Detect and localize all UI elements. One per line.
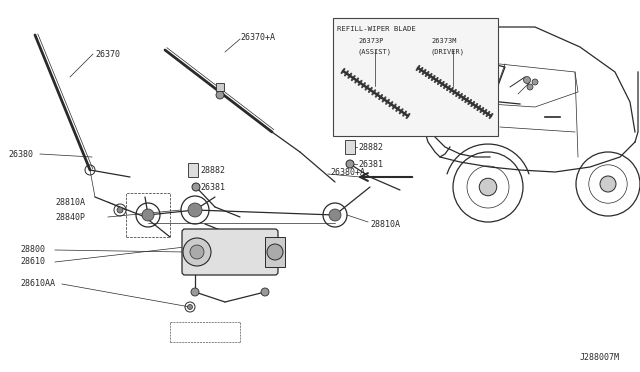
Text: 26381: 26381 xyxy=(358,160,383,169)
Text: 28610: 28610 xyxy=(20,257,45,266)
Bar xyxy=(425,120,447,132)
Text: J288007M: J288007M xyxy=(580,353,620,362)
Circle shape xyxy=(527,84,533,90)
Bar xyxy=(333,18,498,136)
Circle shape xyxy=(267,244,283,260)
Bar xyxy=(345,140,355,154)
Text: 28800: 28800 xyxy=(20,246,45,254)
Text: 26370+A: 26370+A xyxy=(240,32,275,42)
Text: 26381: 26381 xyxy=(200,183,225,192)
Text: 28810A: 28810A xyxy=(370,219,400,228)
Circle shape xyxy=(479,178,497,196)
Circle shape xyxy=(117,207,123,213)
Bar xyxy=(265,237,285,267)
Text: 26380: 26380 xyxy=(8,150,33,158)
Circle shape xyxy=(346,160,354,168)
Text: REFILL-WIPER BLADE: REFILL-WIPER BLADE xyxy=(337,26,416,32)
Text: 26373M: 26373M xyxy=(431,38,456,44)
Text: (DRIVER): (DRIVER) xyxy=(431,48,465,55)
Text: 26373P: 26373P xyxy=(358,38,383,44)
Bar xyxy=(188,163,198,177)
Text: 28882: 28882 xyxy=(200,166,225,174)
Text: 26370: 26370 xyxy=(95,49,120,58)
Circle shape xyxy=(532,79,538,85)
Circle shape xyxy=(188,203,202,217)
Circle shape xyxy=(600,176,616,192)
Circle shape xyxy=(142,209,154,221)
Circle shape xyxy=(216,91,224,99)
Text: 28610AA: 28610AA xyxy=(20,279,55,289)
Text: (ASSIST): (ASSIST) xyxy=(358,48,392,55)
Bar xyxy=(216,83,224,91)
Circle shape xyxy=(183,238,211,266)
FancyBboxPatch shape xyxy=(182,229,278,275)
Circle shape xyxy=(188,305,193,310)
Bar xyxy=(126,193,170,237)
Circle shape xyxy=(190,245,204,259)
Circle shape xyxy=(261,288,269,296)
Text: 28840P: 28840P xyxy=(55,212,85,221)
Circle shape xyxy=(192,183,200,191)
Circle shape xyxy=(524,77,531,83)
Text: 28882: 28882 xyxy=(358,142,383,151)
Circle shape xyxy=(191,288,199,296)
Circle shape xyxy=(329,209,341,221)
Text: 26380+A: 26380+A xyxy=(330,167,365,176)
Text: 28810A: 28810A xyxy=(55,198,85,206)
